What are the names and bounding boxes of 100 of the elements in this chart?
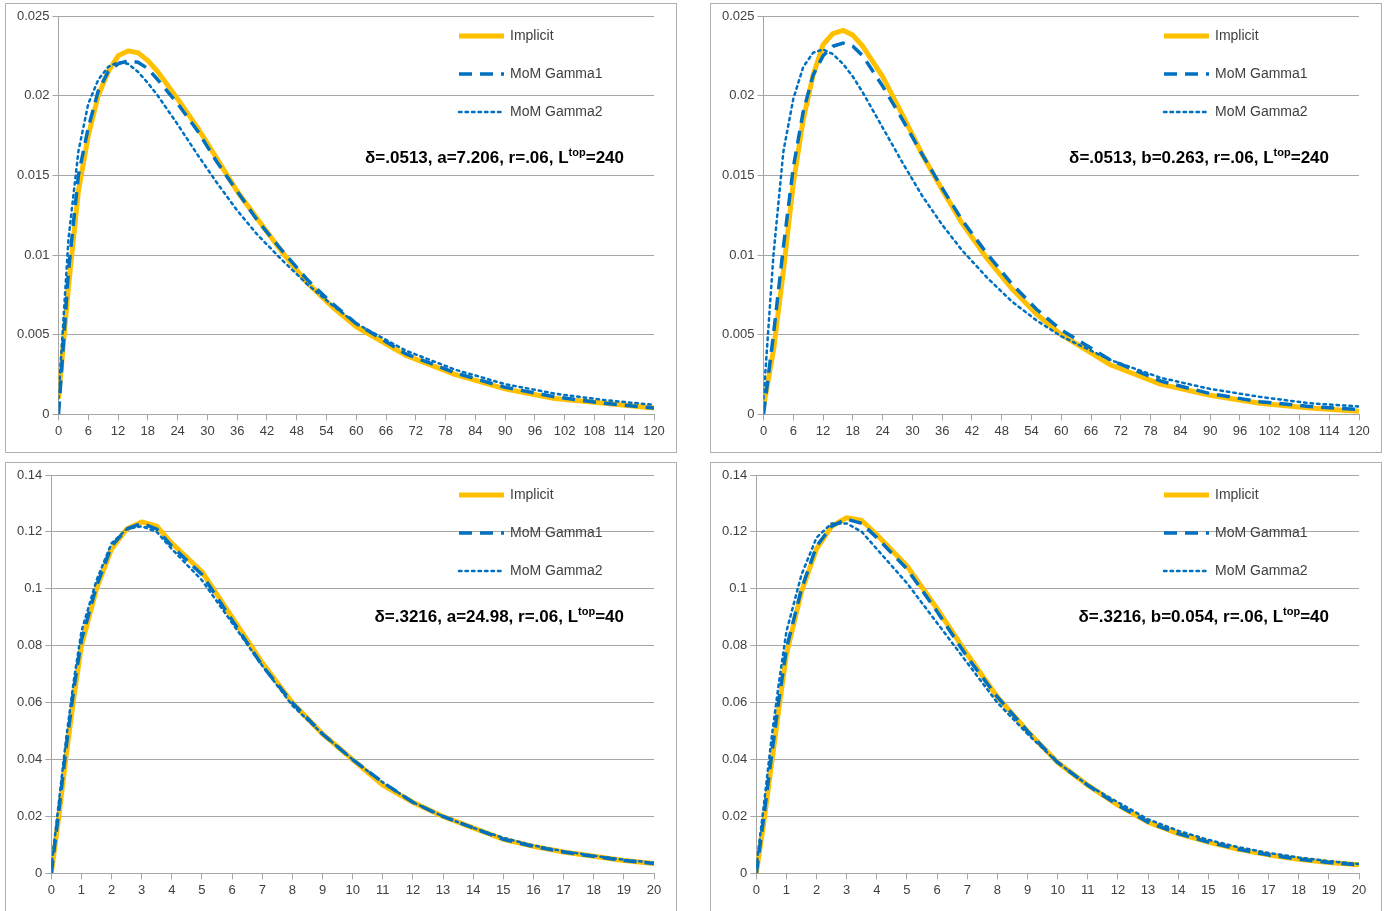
x-tick-label: 0: [54, 422, 63, 438]
x-tick-label: 5: [198, 881, 206, 897]
x-tick-label: 36: [934, 422, 950, 438]
x-tick-label: 6: [789, 422, 797, 438]
x-tick-label: 10: [1050, 881, 1065, 897]
x-tick-label: 36: [229, 422, 245, 438]
x-tick-label: 108: [583, 422, 606, 438]
x-tick-label: 30: [905, 422, 920, 438]
x-tick-label: 48: [289, 422, 304, 438]
x-tick-label: 84: [468, 422, 483, 438]
x-tick-label: 17: [1261, 881, 1276, 897]
x-tick-label: 66: [378, 422, 394, 438]
legend-label: MoM Gamma1: [1215, 64, 1308, 81]
y-tick-label: 0.08: [16, 637, 43, 653]
x-tick-label: 19: [616, 881, 632, 897]
x-tick-label: 102: [553, 422, 576, 438]
y-tick-label: 0.02: [24, 87, 50, 103]
x-tick-label: 60: [349, 422, 364, 438]
x-tick-label: 114: [1318, 422, 1340, 438]
y-tick-label: 0.02: [729, 87, 755, 103]
x-tick-label: 6: [933, 881, 941, 897]
x-tick-label: 11: [1081, 881, 1095, 897]
x-tick-label: 8: [288, 881, 296, 897]
y-tick-label: 0.12: [16, 523, 43, 539]
x-tick-label: 42: [259, 422, 275, 438]
x-tick-label: 24: [875, 422, 890, 438]
y-tick-label: 0.005: [16, 326, 50, 342]
x-tick-label: 8: [993, 881, 1001, 897]
x-tick-label: 19: [1321, 881, 1337, 897]
x-tick-label: 13: [1140, 881, 1156, 897]
x-tick-label: 12: [1110, 881, 1126, 897]
x-tick-label: 54: [319, 422, 334, 438]
y-tick-label: 0.12: [721, 523, 748, 539]
x-tick-label: 84: [1173, 422, 1188, 438]
x-tick-label: 0: [759, 422, 768, 438]
y-tick-label: 0.14: [721, 466, 748, 482]
y-tick-label: 0.04: [721, 751, 748, 767]
y-tick-label: 0.01: [729, 246, 755, 262]
x-tick-label: 18: [845, 422, 861, 438]
x-tick-label: 18: [1291, 881, 1306, 897]
x-tick-label: 1: [77, 881, 86, 897]
x-tick-label: 96: [527, 422, 543, 438]
legend-label: Implicit: [1215, 485, 1259, 502]
x-tick-label: 5: [903, 881, 911, 897]
y-tick-label: 0: [740, 864, 748, 880]
legend-label: MoM Gamma2: [1215, 561, 1308, 578]
y-tick-label: 0: [42, 405, 50, 421]
x-tick-label: 13: [435, 881, 451, 897]
y-tick-label: 0.015: [721, 166, 755, 182]
legend-label: MoM Gamma2: [510, 561, 603, 578]
x-tick-label: 1: [782, 881, 791, 897]
y-tick-label: 0: [35, 864, 43, 880]
x-tick-label: 6: [228, 881, 236, 897]
y-tick-label: 0.14: [16, 466, 43, 482]
y-tick-label: 0.02: [16, 808, 43, 824]
y-tick-label: 0.01: [24, 246, 50, 262]
y-tick-label: 0.025: [16, 7, 50, 23]
x-tick-label: 4: [168, 881, 176, 897]
x-tick-label: 12: [815, 422, 831, 438]
y-tick-label: 0: [747, 405, 755, 421]
x-tick-label: 20: [1351, 881, 1367, 897]
x-tick-label: 3: [138, 881, 146, 897]
x-tick-label: 14: [465, 881, 481, 897]
x-tick-label: 17: [556, 881, 571, 897]
x-tick-label: 66: [1083, 422, 1099, 438]
x-tick-label: 24: [170, 422, 185, 438]
x-tick-label: 4: [873, 881, 881, 897]
x-tick-label: 7: [963, 881, 971, 897]
x-tick-label: 108: [1288, 422, 1311, 438]
x-tick-label: 114: [613, 422, 635, 438]
legend-label: MoM Gamma2: [510, 102, 603, 119]
x-tick-label: 78: [1143, 422, 1158, 438]
x-tick-label: 96: [1232, 422, 1248, 438]
y-tick-label: 0.02: [721, 808, 748, 824]
x-tick-label: 16: [526, 881, 541, 897]
x-tick-label: 12: [405, 881, 421, 897]
x-tick-label: 42: [964, 422, 980, 438]
x-tick-label: 15: [1201, 881, 1216, 897]
y-tick-label: 0.1: [729, 580, 748, 596]
y-tick-label: 0.025: [721, 7, 755, 23]
y-tick-label: 0.005: [721, 326, 755, 342]
x-tick-label: 2: [812, 881, 821, 897]
legend-label: MoM Gamma1: [1215, 523, 1308, 540]
x-tick-label: 9: [1023, 881, 1032, 897]
x-tick-label: 6: [84, 422, 92, 438]
legend-label: Implicit: [510, 26, 554, 43]
x-tick-label: 9: [318, 881, 327, 897]
legend-label: Implicit: [1215, 26, 1259, 43]
x-tick-label: 72: [408, 422, 424, 438]
x-tick-label: 72: [1113, 422, 1129, 438]
y-tick-label: 0.1: [24, 580, 43, 596]
x-tick-label: 78: [438, 422, 453, 438]
x-tick-label: 48: [994, 422, 1009, 438]
y-tick-label: 0.06: [721, 694, 748, 710]
x-tick-label: 3: [843, 881, 851, 897]
x-tick-label: 120: [643, 422, 665, 438]
x-tick-label: 14: [1170, 881, 1186, 897]
legend-label: MoM Gamma1: [510, 523, 603, 540]
y-tick-label: 0.015: [16, 166, 50, 182]
x-tick-label: 90: [1202, 422, 1218, 438]
